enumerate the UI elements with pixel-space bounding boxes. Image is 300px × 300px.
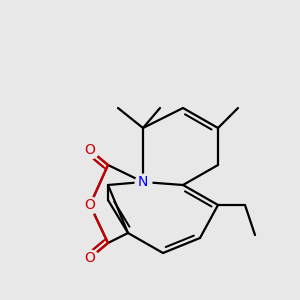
Text: N: N: [138, 175, 148, 189]
Text: O: O: [85, 251, 95, 265]
Text: O: O: [85, 198, 95, 212]
Text: O: O: [85, 143, 95, 157]
